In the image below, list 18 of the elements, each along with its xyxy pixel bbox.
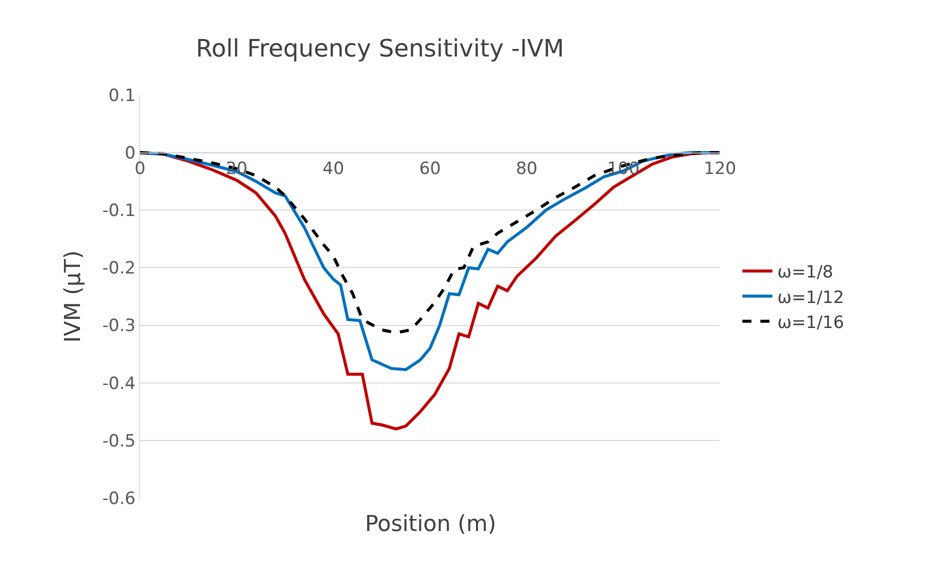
y-tick-label: -0.6	[102, 488, 136, 509]
x-tick-label: 40	[322, 158, 344, 179]
y-tick-label: -0.3	[102, 316, 136, 336]
y-tick-label: 0	[124, 144, 136, 164]
y-axis-title: IVM (μT)	[61, 250, 86, 343]
y-tick-label: -0.5	[102, 431, 136, 452]
y-tick-label: -0.1	[102, 201, 136, 222]
x-tick-label: 120	[704, 158, 736, 179]
legend-label: ω=1/12	[777, 288, 844, 308]
y-tick-label: -0.2	[102, 258, 136, 279]
legend-label: ω=1/8	[777, 262, 834, 283]
x-tick-label: 60	[419, 158, 441, 179]
y-tick-label: -0.4	[102, 374, 136, 394]
chart-title: Roll Frequency Sensitivity -IVM	[196, 34, 564, 63]
x-tick-label: 80	[516, 158, 538, 179]
y-tick-label: 0.1	[108, 86, 136, 106]
legend-label: ω=1/16	[777, 312, 844, 333]
x-axis-title: Position (m)	[365, 512, 496, 537]
